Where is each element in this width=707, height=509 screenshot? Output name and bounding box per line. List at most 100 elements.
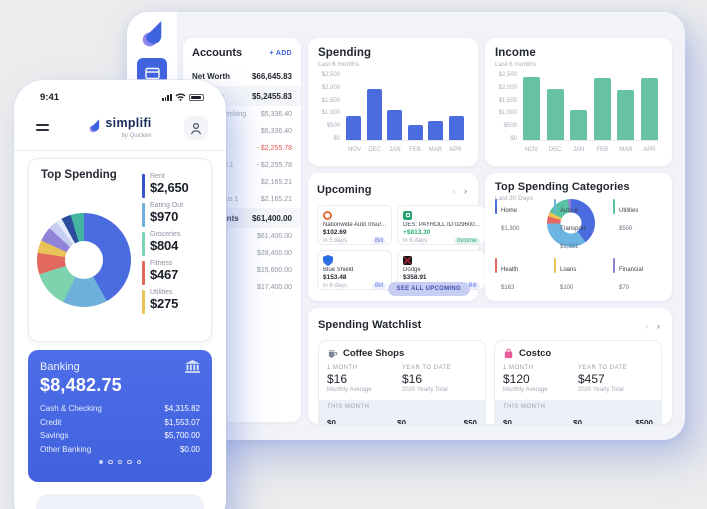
upcoming-title: Upcoming bbox=[317, 184, 372, 196]
legend-item-utilities: Utilities $275 bbox=[142, 289, 205, 314]
shopping-bag-icon bbox=[504, 348, 513, 359]
legend-item-eating-out: Eating Out $970 bbox=[142, 202, 205, 227]
dashboard-icon bbox=[144, 67, 160, 79]
next-arrow-button[interactable]: › bbox=[464, 186, 467, 196]
phone-overlay: 9:41 simplifi by Quicken bbox=[14, 80, 226, 509]
legend-item-groceries: Groceries $804 bbox=[142, 231, 205, 256]
bar-feb bbox=[593, 77, 611, 140]
bar-nov bbox=[523, 76, 540, 140]
pagination-dots[interactable] bbox=[40, 459, 200, 464]
next-card-peek bbox=[36, 494, 204, 509]
legend-item-fitness: Fitness $467 bbox=[142, 260, 205, 285]
add-account-button[interactable]: + ADD bbox=[269, 49, 292, 57]
prev-arrow-button[interactable]: ‹ bbox=[645, 321, 649, 331]
page-dot[interactable] bbox=[127, 459, 132, 464]
banking-row-other: Other Banking $0.00 bbox=[40, 444, 200, 454]
watchlist-card-costco[interactable]: Costco 1 MONTH $120 Monthly Average YEAR… bbox=[494, 340, 662, 424]
income-bar-chart: $2,500 $2,000 $1,500 $1,000 $500 $0 NOV DEC JAN… bbox=[495, 72, 662, 153]
y-axis-ticks: $2,500 $2,000 $1,500 $1,000 $500 $0 bbox=[498, 72, 517, 142]
categories-legend: Home $1,300 Auto & Transport $1,151 Utilit… bbox=[495, 199, 664, 294]
watchlist-card-coffee-shops[interactable]: Coffee Shops 1 MONTH $16 Monthly Average… bbox=[318, 340, 486, 424]
next-arrow-button[interactable]: › bbox=[657, 321, 660, 331]
top-spending-legend: Rent $2,650 Eating Out $970 Groceries $8… bbox=[142, 173, 205, 318]
income-title: Income bbox=[495, 47, 536, 59]
bar-dec bbox=[366, 88, 382, 140]
blue-shield-logo-icon bbox=[323, 254, 333, 266]
legend-item-auto-transport: Auto & Transport $1,151 bbox=[554, 199, 605, 253]
upcoming-item-nationwide[interactable]: Nationwide Auto Insur... $102.69 in 5 da… bbox=[317, 205, 393, 245]
banking-row-credit: Credit $1,553.07 bbox=[40, 417, 200, 427]
status-bar-time: 9:41 bbox=[40, 92, 60, 103]
categories-subtitle: Last 30 Days bbox=[495, 195, 533, 202]
upcoming-item-blue-shield[interactable]: Blue Shield $153.48 in 6 days Bill bbox=[317, 250, 393, 290]
page-dot[interactable] bbox=[108, 459, 113, 464]
top-spending-categories-panel: Top Spending Categories Last 30 Days Hom… bbox=[485, 173, 672, 301]
bill-badge: Bill bbox=[372, 238, 387, 244]
legend-item-rent: Rent $2,650 bbox=[142, 173, 205, 198]
profile-button[interactable] bbox=[184, 116, 208, 140]
page-dot-active[interactable] bbox=[98, 459, 104, 464]
account-row[interactable]: $28,400.00 bbox=[256, 250, 292, 257]
bill-badge: Bill bbox=[372, 283, 387, 289]
cell-signal-icon bbox=[161, 93, 172, 101]
banking-row-savings: Savings $5,700.00 bbox=[40, 431, 200, 440]
x-axis-labels: NOV DEC JAN FEB MAR APR bbox=[347, 147, 462, 153]
prev-arrow-button[interactable]: ‹ bbox=[452, 186, 456, 196]
divider bbox=[14, 150, 226, 151]
bank-icon bbox=[185, 360, 200, 373]
person-icon bbox=[190, 122, 202, 134]
simplifi-logo: simplifi by Quicken bbox=[88, 114, 152, 139]
income-subtitle: Last 6 months bbox=[495, 61, 536, 68]
account-row[interactable]: $17,400.00 bbox=[256, 284, 292, 291]
account-row[interactable]: $15,600.00 bbox=[256, 267, 292, 274]
spending-panel: Spending Last 6 months $2,500 $2,000 $1,50… bbox=[308, 38, 478, 166]
phone-header: simplifi by Quicken bbox=[14, 110, 226, 148]
upcoming-panel: Upcoming ‹ › Nationwide Auto Insur... $1… bbox=[308, 173, 486, 301]
x-axis-labels: NOV DEC JAN FEB MAR APR bbox=[524, 147, 656, 153]
legend-item-loans: Loans $100 bbox=[554, 258, 605, 294]
bar-jan bbox=[387, 109, 403, 140]
bar-apr bbox=[448, 115, 464, 140]
bar-feb bbox=[407, 124, 423, 140]
bill-badge: Bill bbox=[465, 283, 480, 289]
top-spending-title: Top Spending bbox=[41, 169, 117, 181]
spending-subtitle: Last 6 months bbox=[318, 61, 359, 68]
payroll-logo-icon bbox=[403, 210, 413, 220]
banking-card[interactable]: Banking $8,482.75 Cash & Checking $4,315.… bbox=[28, 350, 212, 482]
simplifi-logo-icon bbox=[89, 119, 100, 133]
banking-row-cash-checking: Cash & Checking $4,315.82 bbox=[40, 404, 200, 413]
spending-title: Spending bbox=[318, 47, 372, 59]
dodge-logo-icon bbox=[403, 255, 413, 265]
wifi-icon bbox=[175, 93, 186, 101]
income-panel: Income Last 6 months $2,500 $2,000 $1,500 $… bbox=[485, 38, 672, 166]
page-dot[interactable] bbox=[136, 459, 142, 464]
accounts-title: Accounts bbox=[192, 47, 243, 59]
banking-total: $8,482.75 bbox=[40, 375, 122, 395]
watchlist-title: Spending Watchlist bbox=[318, 319, 422, 331]
bar-mar bbox=[428, 120, 444, 140]
bar-jan bbox=[570, 109, 588, 140]
top-spending-card: Top Spending Rent $2,650 Eating Out $970… bbox=[28, 158, 212, 342]
coffee-cup-icon bbox=[328, 350, 338, 358]
simplifi-logo-icon bbox=[142, 21, 162, 47]
legend-item-health: Health $163 bbox=[495, 258, 546, 294]
income-badge: Income bbox=[453, 238, 480, 244]
upcoming-item-payroll[interactable]: DES: PAYROLL ID:029600... +$813.30 in 6 … bbox=[397, 205, 486, 245]
legend-item-home: Home $1,300 bbox=[495, 199, 546, 253]
hamburger-menu-icon[interactable] bbox=[36, 124, 49, 134]
battery-icon bbox=[189, 93, 204, 101]
see-all-upcoming-button[interactable]: SEE ALL UPCOMING bbox=[387, 282, 470, 296]
account-row-net-worth[interactable]: Net Worth $66,645.83 bbox=[192, 71, 292, 81]
spending-bar-chart: $2,500 $2,000 $1,500 $1,000 $500 $0 NOV DEC JAN… bbox=[318, 72, 468, 153]
top-spending-donut-chart bbox=[37, 213, 131, 307]
y-axis-ticks: $2,500 $2,000 $1,500 $1,000 $500 $0 bbox=[321, 72, 340, 142]
categories-title: Top Spending Categories bbox=[495, 181, 630, 193]
brand-name: simplifi bbox=[105, 116, 152, 130]
account-row[interactable]: $61,400.00 bbox=[256, 233, 292, 240]
brand-byline: by Quicken bbox=[121, 133, 152, 139]
legend-item-financial: Financial $70 bbox=[613, 258, 664, 294]
bar-apr bbox=[640, 77, 658, 140]
bar-dec bbox=[546, 88, 564, 140]
page-dot[interactable] bbox=[117, 459, 123, 464]
banking-title: Banking bbox=[40, 360, 80, 373]
